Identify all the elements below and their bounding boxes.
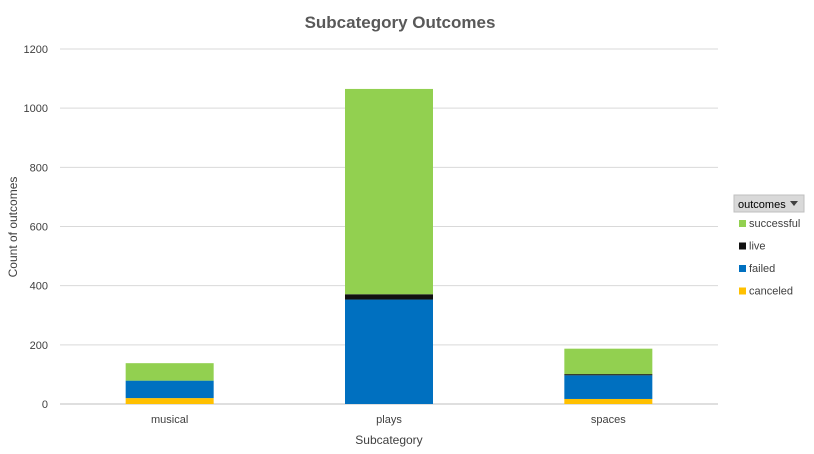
bar-segment-musical-failed [125,380,214,399]
bar-segment-musical-successful [125,363,214,381]
y-tick-label: 1200 [24,44,48,56]
y-tick-label: 0 [42,399,48,411]
x-axis-label: Subcategory [355,433,422,447]
bars [125,88,653,404]
dropdown-arrow-icon [790,201,798,206]
legend-label-live: live [749,241,766,253]
legend-swatch-live [739,242,746,250]
bar-segment-musical-canceled [125,398,214,404]
y-tick-label: 800 [30,162,48,174]
legend-label-failed: failed [749,263,775,275]
y-tick-label: 400 [30,281,48,293]
x-tick-labels: musical plays spaces [151,414,626,426]
legend-swatch-successful [739,220,746,227]
bar-segment-plays-successful [345,88,433,295]
chart-title: Subcategory Outcomes [305,13,496,32]
y-axis-label: Count of outcomes [6,177,20,278]
bar-segment-spaces-canceled [564,398,653,404]
x-tick-label: plays [376,414,402,426]
bar-segment-plays-live [345,294,433,300]
legend-label-canceled: canceled [749,286,793,298]
bar-segment-plays-failed [345,299,433,404]
bar-segment-spaces-live [564,374,653,376]
y-tick-label: 600 [30,222,48,234]
y-tick-labels: 0 200 400 600 800 1000 1200 [24,44,48,411]
bar-segment-spaces-failed [564,375,653,399]
legend: outcomes successful live failed canceled [733,194,805,298]
x-tick-label: spaces [591,414,626,426]
x-tick-label: musical [151,414,188,426]
legend-filter-button[interactable]: outcomes [733,194,805,213]
legend-label-successful: successful [749,218,800,230]
legend-title: outcomes [738,199,786,211]
bar-segment-spaces-successful [564,348,653,375]
legend-swatch-failed [739,265,746,272]
y-tick-label: 1000 [24,103,48,115]
legend-swatch-canceled [739,287,746,295]
y-tick-label: 200 [30,340,48,352]
